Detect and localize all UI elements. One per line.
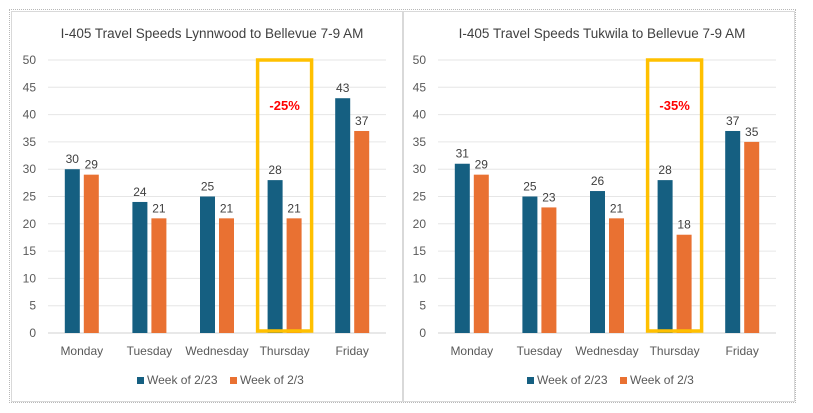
bar-week-2-3	[676, 234, 692, 333]
y-tick-label: 25	[413, 190, 427, 204]
bar-week-2-23	[454, 163, 470, 333]
x-tick-label: Friday	[726, 344, 759, 358]
x-tick-label: Tuesday	[127, 344, 173, 358]
y-tick-label: 40	[413, 108, 427, 122]
y-tick-label: 5	[29, 299, 36, 313]
highlight-box	[255, 58, 314, 333]
bar-week-2-3	[83, 174, 99, 333]
legend-label: Week of 2/23	[537, 373, 608, 387]
legend-label: Week of 2/3	[630, 373, 694, 387]
legend-swatch	[137, 377, 144, 384]
bar-week-2-3	[541, 207, 557, 333]
bar-week-2-3	[354, 130, 370, 333]
data-label: 37	[726, 114, 740, 128]
data-label: 25	[523, 180, 537, 194]
y-tick-label: 30	[23, 162, 37, 176]
y-tick-label: 0	[29, 326, 36, 340]
y-tick-label: 50	[23, 53, 37, 67]
bar-week-2-23	[200, 196, 215, 333]
bar-week-2-23	[657, 180, 673, 333]
chart-title: I-405 Travel Speeds Lynnwood to Bellevue…	[61, 26, 364, 41]
x-tick-label: Thursday	[260, 344, 310, 358]
bar-week-2-23	[267, 180, 283, 333]
data-label: 21	[220, 201, 234, 215]
data-label: 23	[542, 190, 556, 204]
data-label: 29	[85, 158, 99, 172]
percent-change-label: -25%	[269, 98, 300, 113]
y-tick-label: 40	[23, 108, 37, 122]
bar-week-2-3	[219, 218, 234, 333]
x-tick-label: Tuesday	[517, 344, 563, 358]
y-tick-label: 15	[23, 244, 37, 258]
y-tick-label: 15	[413, 244, 427, 258]
data-label: 21	[610, 201, 624, 215]
bar-week-2-3	[473, 174, 489, 333]
data-label: 31	[456, 147, 470, 161]
y-tick-label: 20	[413, 217, 427, 231]
data-label: 21	[152, 201, 166, 215]
chart-area-border	[9, 9, 796, 403]
bar-week-2-23	[132, 201, 148, 333]
x-tick-label: Wednesday	[185, 344, 248, 358]
x-tick-label: Wednesday	[575, 344, 638, 358]
x-tick-label: Thursday	[650, 344, 700, 358]
y-tick-label: 10	[413, 271, 427, 285]
chart-tukwila: I-405 Travel Speeds Tukwila to Bellevue …	[403, 11, 795, 402]
data-label: 35	[745, 125, 759, 139]
bar-week-2-3	[286, 218, 302, 333]
y-tick-label: 35	[413, 135, 427, 149]
y-tick-label: 45	[23, 80, 37, 94]
bar-week-2-23	[335, 98, 351, 333]
data-label: 28	[658, 163, 672, 177]
bar-week-2-3	[609, 218, 624, 333]
highlight-box	[645, 58, 704, 333]
y-tick-label: 35	[23, 135, 37, 149]
chart-title: I-405 Travel Speeds Tukwila to Bellevue …	[459, 26, 746, 41]
percent-change-label: -35%	[659, 98, 690, 113]
y-tick-label: 20	[23, 217, 37, 231]
data-label: 18	[677, 218, 691, 232]
x-tick-label: Monday	[450, 344, 493, 358]
chart-lynnwood-svg: I-405 Travel Speeds Lynnwood to Bellevue…	[23, 26, 386, 387]
data-label: 28	[268, 163, 282, 177]
bar-week-2-23	[590, 191, 605, 333]
x-tick-label: Friday	[336, 344, 369, 358]
y-tick-label: 25	[23, 190, 37, 204]
data-label: 30	[66, 152, 80, 166]
legend-label: Week of 2/23	[147, 373, 218, 387]
legend-swatch	[620, 377, 627, 384]
bar-week-2-23	[522, 196, 538, 333]
bar-week-2-3	[744, 141, 760, 333]
chart-lynnwood: I-405 Travel Speeds Lynnwood to Bellevue…	[11, 11, 403, 402]
data-label: 25	[201, 180, 215, 194]
data-label: 26	[591, 174, 605, 188]
bar-week-2-23	[725, 130, 741, 333]
bar-week-2-23	[64, 169, 80, 333]
x-tick-label: Monday	[60, 344, 103, 358]
data-label: 43	[336, 81, 350, 95]
y-tick-label: 30	[413, 162, 427, 176]
y-tick-label: 0	[419, 326, 426, 340]
legend-swatch	[527, 377, 534, 384]
bar-week-2-3	[151, 218, 167, 333]
data-label: 37	[355, 114, 369, 128]
data-label: 24	[133, 185, 147, 199]
data-label: 21	[287, 201, 301, 215]
y-tick-label: 50	[413, 53, 427, 67]
legend-label: Week of 2/3	[240, 373, 304, 387]
chart-tukwila-svg: I-405 Travel Speeds Tukwila to Bellevue …	[413, 26, 776, 387]
legend-swatch	[230, 377, 237, 384]
data-label: 29	[475, 158, 489, 172]
y-tick-label: 45	[413, 80, 427, 94]
y-tick-label: 5	[419, 299, 426, 313]
y-tick-label: 10	[23, 271, 37, 285]
